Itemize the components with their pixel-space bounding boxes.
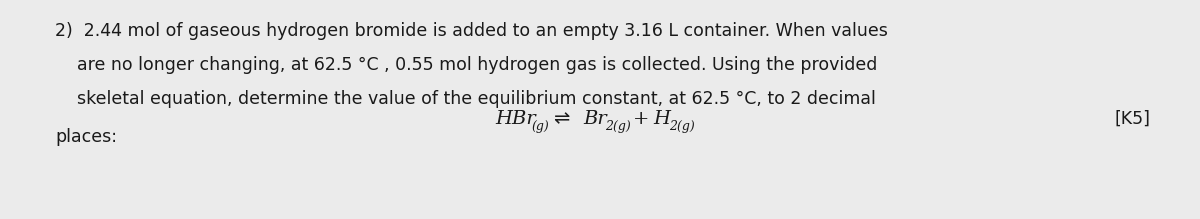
Text: +: +: [634, 110, 649, 128]
Text: are no longer changing, at 62.5 °C , 0.55 mol hydrogen gas is collected. Using t: are no longer changing, at 62.5 °C , 0.5…: [55, 56, 877, 74]
Text: skeletal equation, determine the value of the equilibrium constant, at 62.5 °C, : skeletal equation, determine the value o…: [55, 90, 876, 108]
Text: ⇌: ⇌: [553, 109, 569, 128]
Text: (g): (g): [530, 120, 548, 133]
Text: Br: Br: [583, 110, 607, 128]
Text: places:: places:: [55, 128, 118, 146]
Text: 2)  2.44 mol of gaseous hydrogen bromide is added to an empty 3.16 L container. : 2) 2.44 mol of gaseous hydrogen bromide …: [55, 22, 888, 40]
Text: HBr: HBr: [496, 110, 535, 128]
Text: 2(g): 2(g): [670, 120, 695, 133]
Text: H: H: [653, 110, 670, 128]
Text: [K5]: [K5]: [1114, 110, 1150, 128]
Text: 2(g): 2(g): [605, 120, 631, 133]
